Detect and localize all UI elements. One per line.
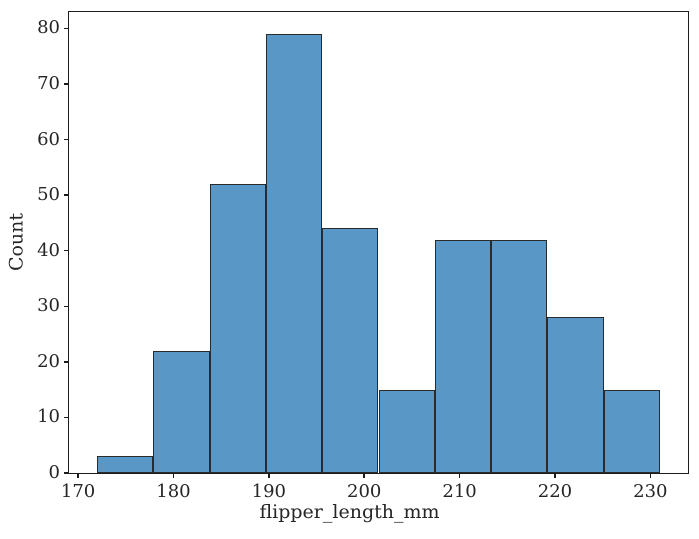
y-tick-label: 30 <box>37 295 60 317</box>
y-tick-mark <box>64 305 69 308</box>
y-tick-label: 10 <box>37 406 60 428</box>
x-tick-mark <box>268 473 270 478</box>
plot-area: 170 180 190 200 210 220 230 0 10 20 30 40 50 60 70 80 <box>37 11 689 501</box>
y-tick-mark <box>64 83 69 85</box>
histogram-bar <box>97 456 154 473</box>
x-tick-mark <box>458 473 461 478</box>
y-tick-mark <box>64 194 69 196</box>
x-tick-label: 230 <box>633 481 668 502</box>
histogram-bar <box>265 33 323 473</box>
x-tick-label: 190 <box>251 481 286 502</box>
x-axis-label: flipper_length_mm <box>259 501 440 523</box>
y-axis-label: Count <box>5 212 28 272</box>
histogram-bar <box>322 228 379 473</box>
y-tick-label: 20 <box>37 350 60 372</box>
x-tick-label: 180 <box>156 481 191 502</box>
x-tick-label: 200 <box>347 481 382 502</box>
y-tick-mark <box>64 472 69 474</box>
y-tick-label: 70 <box>37 72 60 94</box>
y-tick-label: 50 <box>37 184 60 206</box>
y-tick-mark <box>64 27 69 30</box>
histogram-bar <box>603 389 660 473</box>
histogram-bar <box>547 317 604 473</box>
y-tick-label: 80 <box>37 17 60 39</box>
x-tick-label: 210 <box>442 481 477 502</box>
x-tick-label: 170 <box>60 481 96 502</box>
histogram-bar <box>378 389 435 473</box>
x-tick-mark <box>77 473 79 478</box>
y-tick-mark <box>64 361 69 363</box>
y-tick-mark <box>64 138 69 141</box>
x-tick-mark <box>172 473 175 478</box>
y-tick-label: 60 <box>37 128 60 150</box>
x-tick-label: 220 <box>537 481 573 502</box>
y-tick-mark <box>64 416 69 419</box>
y-tick-label: 40 <box>37 239 60 261</box>
x-tick-mark <box>363 473 365 478</box>
histogram-bar <box>209 184 266 473</box>
histogram-bar <box>434 239 492 473</box>
x-tick-mark <box>554 473 556 478</box>
x-tick-mark <box>649 473 652 478</box>
histogram-bar <box>153 350 210 473</box>
y-tick-label: 0 <box>48 462 60 483</box>
histogram-bar <box>491 239 548 473</box>
y-tick-mark <box>64 249 69 252</box>
